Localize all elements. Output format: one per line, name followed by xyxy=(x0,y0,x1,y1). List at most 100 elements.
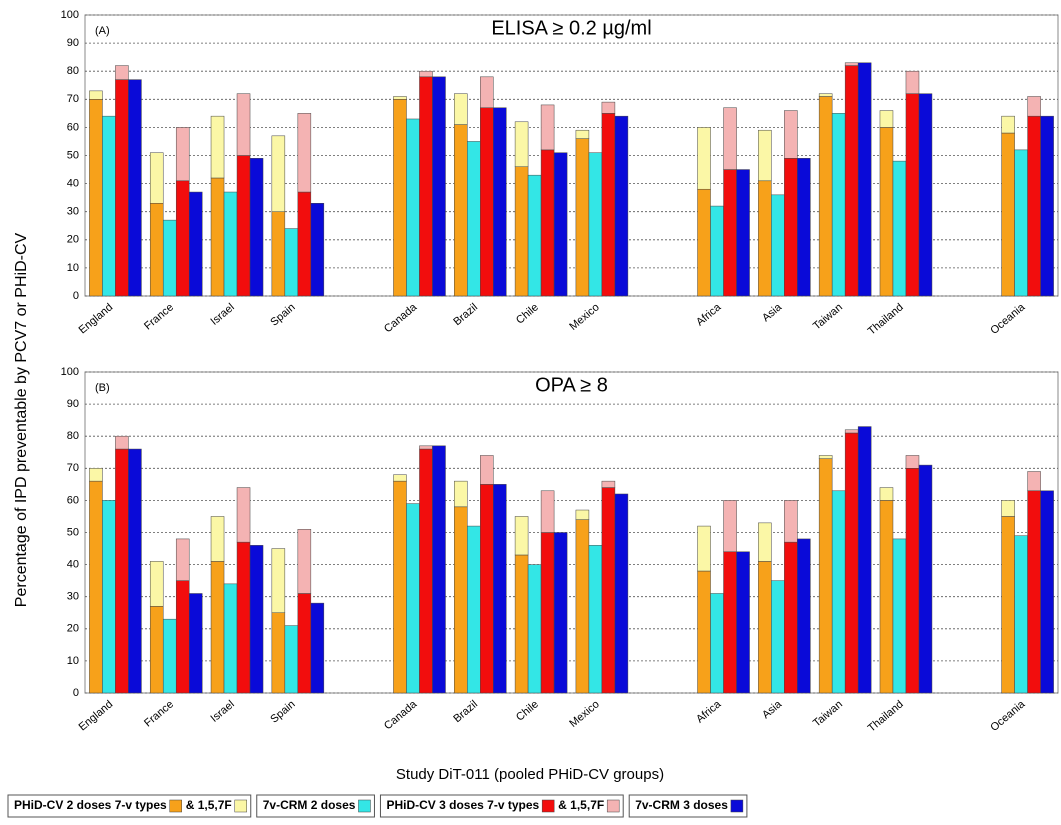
bar xyxy=(540,104,555,151)
legend-box xyxy=(256,794,375,818)
bar xyxy=(1001,132,1015,297)
bar xyxy=(89,480,103,694)
bar xyxy=(831,113,846,297)
y-tick-label: 60 xyxy=(67,494,79,506)
bar xyxy=(1014,149,1028,297)
x-tick-label: Africa xyxy=(694,301,724,329)
bar xyxy=(1001,115,1015,134)
x-tick-label: Chile xyxy=(514,698,541,723)
y-tick-label: 90 xyxy=(67,398,79,410)
y-tick-label: 70 xyxy=(67,462,79,474)
bar xyxy=(210,516,225,562)
x-tick-label: Oceania xyxy=(988,301,1028,337)
bar xyxy=(575,138,590,297)
y-tick-label: 30 xyxy=(67,591,79,603)
legend-label: PHiD-CV 2 doses 7-v types xyxy=(14,798,167,812)
bar xyxy=(149,152,164,204)
y-tick-label: 0 xyxy=(73,687,79,699)
bar xyxy=(514,166,529,297)
bar xyxy=(236,487,251,543)
bar xyxy=(758,561,772,694)
bar xyxy=(723,551,737,694)
bar xyxy=(284,625,299,694)
bar xyxy=(1001,516,1015,694)
bar xyxy=(818,455,833,459)
bar xyxy=(844,62,859,66)
y-tick-label: 80 xyxy=(67,430,79,442)
bar xyxy=(879,127,894,297)
bar xyxy=(736,551,750,694)
bar xyxy=(905,468,920,694)
legend-box xyxy=(379,794,624,818)
bar xyxy=(271,211,286,297)
bar xyxy=(128,448,142,694)
bar xyxy=(614,115,629,297)
bar xyxy=(540,149,555,297)
bar xyxy=(844,432,859,694)
legend-label: 7v-CRM 2 doses xyxy=(263,798,356,812)
x-tick-label: England xyxy=(77,698,116,733)
panel-label: (B) xyxy=(95,382,110,394)
bar xyxy=(905,93,920,297)
panel-title: OPA ≥ 8 xyxy=(535,374,608,396)
bar xyxy=(736,169,750,297)
bar xyxy=(89,90,103,100)
bar xyxy=(467,141,481,297)
x-tick-label: England xyxy=(77,301,116,336)
bar xyxy=(115,435,129,450)
x-tick-label: Thailand xyxy=(866,698,906,734)
bar xyxy=(393,480,407,694)
bar xyxy=(115,65,129,80)
bar xyxy=(89,99,103,297)
bar xyxy=(432,445,446,694)
x-tick-label: Taiwan xyxy=(811,698,845,729)
bar xyxy=(419,76,433,297)
x-tick-label: Africa xyxy=(694,698,724,726)
bar xyxy=(918,464,933,694)
bar xyxy=(1001,500,1015,517)
bar xyxy=(892,538,907,694)
legend-swatch xyxy=(606,799,620,813)
bar xyxy=(419,448,433,694)
y-tick-label: 60 xyxy=(67,121,79,133)
bar xyxy=(697,188,711,297)
y-tick-label: 100 xyxy=(61,366,79,378)
bar xyxy=(905,455,920,469)
legend-label: PHiD-CV 3 doses 7-v types xyxy=(386,798,539,812)
x-tick-label: Spain xyxy=(268,698,297,725)
panel-title: ELISA ≥ 0.2 µg/ml xyxy=(491,17,651,39)
bar xyxy=(723,107,737,170)
bar xyxy=(784,500,798,543)
y-axis-label: Percentage of IPD preventable by PCV7 or… xyxy=(13,232,30,607)
bar xyxy=(271,612,286,694)
bar xyxy=(1027,96,1041,117)
bar xyxy=(879,110,894,128)
bar xyxy=(758,180,772,297)
x-tick-label: Taiwan xyxy=(811,301,845,332)
y-tick-label: 40 xyxy=(67,178,79,190)
bar xyxy=(188,593,203,694)
bar xyxy=(162,219,177,297)
legend-swatch xyxy=(358,799,371,813)
legend-swatch xyxy=(730,799,744,813)
bar xyxy=(175,180,190,297)
y-tick-label: 80 xyxy=(67,65,79,77)
bar xyxy=(419,70,433,78)
legend-swatch xyxy=(234,799,247,813)
bar xyxy=(149,203,164,297)
bar xyxy=(527,564,542,694)
bar xyxy=(432,76,446,297)
bar xyxy=(575,129,590,139)
bar xyxy=(210,115,225,179)
bar xyxy=(1040,490,1054,694)
bar xyxy=(175,538,190,581)
bar xyxy=(575,519,590,694)
bar xyxy=(297,593,312,694)
x-tick-label: Canada xyxy=(382,301,420,336)
bar xyxy=(271,135,286,212)
y-tick-label: 40 xyxy=(67,559,79,571)
bar xyxy=(831,490,846,694)
bar xyxy=(406,503,420,694)
bar xyxy=(588,152,603,297)
